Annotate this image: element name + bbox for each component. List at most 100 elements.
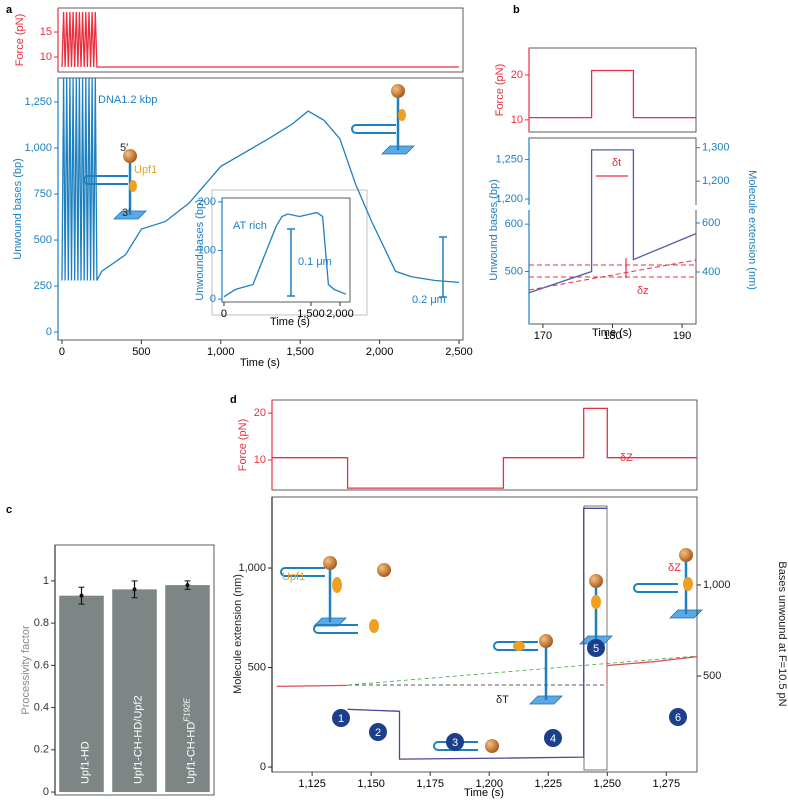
plot-frame — [57, 7, 464, 73]
guide — [528, 259, 697, 291]
x-tick-label: 500 — [132, 346, 150, 358]
annotation: 0.1 μm — [298, 256, 332, 268]
y-axis-title: Unwound bases (bp) — [12, 158, 24, 260]
category-text: Upf1-HD — [79, 741, 91, 784]
annotation: 0.2 μm — [412, 294, 446, 306]
scale-bar — [287, 228, 447, 298]
step-label: 4 — [550, 733, 556, 745]
bar-point — [79, 593, 84, 598]
step-label: 2 — [375, 727, 381, 739]
x-tick-label: 1,250 — [594, 778, 622, 790]
category-text: Upf1-CH-HD/Upf2 — [132, 695, 144, 784]
panel-label: d — [230, 394, 237, 406]
x-tick-label: 1,500 — [286, 346, 314, 358]
data-line — [276, 655, 698, 688]
guide — [347, 655, 698, 686]
y-tick-label: 0.6 — [34, 659, 49, 671]
step-label: 5 — [593, 643, 599, 655]
x-tick-label: 1,125 — [298, 778, 326, 790]
y-tick-label: 10 — [254, 454, 266, 466]
x-tick-label: 180 — [603, 330, 621, 342]
y-tick-label: 1,250 — [24, 96, 52, 108]
y2-axis-title: Molecule extension (nm) — [746, 170, 758, 290]
x-tick-label: 0 — [221, 308, 227, 320]
x-axis-title: Time (s) — [270, 316, 310, 328]
y-tick-label: 0 — [46, 326, 52, 338]
x-tick-label: 1,500 — [297, 308, 325, 320]
y-axis-title: Force (pN) — [494, 64, 506, 117]
panel-label: b — [513, 4, 520, 16]
bar — [112, 589, 157, 793]
step-badge — [587, 639, 605, 657]
y-tick-label: 500 — [505, 265, 523, 277]
y-axis-title: Processivity factor — [20, 625, 32, 715]
y-tick-label: 1 — [43, 575, 49, 587]
step-badge — [669, 708, 687, 726]
y-tick-label: 10 — [40, 51, 52, 63]
annotation: δt — [612, 157, 621, 169]
y-axis-title: Force (pN) — [14, 14, 26, 67]
y-tick-label: 15 — [40, 26, 52, 38]
plot-frame — [271, 496, 698, 773]
y-axis-title: Molecule extension (nm) — [232, 574, 244, 694]
y-tick-label: 250 — [34, 280, 52, 292]
y2-axis-title: Bases unwound at F=10.5 pN — [776, 561, 788, 706]
y2-tick-label: 1,300 — [702, 142, 730, 154]
data-line — [529, 69, 696, 119]
panel-label: c — [6, 504, 12, 516]
y-tick-label: 1,000 — [238, 562, 266, 574]
step-badge — [369, 723, 387, 741]
y-tick-label: 0.2 — [34, 744, 49, 756]
category-label: Upf1-HD — [79, 741, 91, 784]
annotation: δZ — [620, 452, 633, 464]
y2-tick-label: 1,200 — [702, 175, 730, 187]
y2-tick-label: 400 — [702, 266, 720, 278]
x-tick-label: 190 — [673, 330, 691, 342]
category-superscript: F192E — [183, 697, 192, 721]
step-badge — [332, 709, 350, 727]
arrow — [596, 175, 628, 278]
y-tick-label: 500 — [248, 661, 266, 673]
y2-tick-label: 500 — [703, 670, 721, 682]
data-line — [223, 211, 347, 298]
x-tick-label: 0 — [59, 346, 65, 358]
y-axis-title: Unwound bases (bp) — [194, 199, 206, 301]
x-tick-label: 1,275 — [653, 778, 681, 790]
annotation: Upf1 — [134, 164, 157, 176]
category-text: Upf1-CH-HD — [185, 722, 197, 784]
y-tick-label: 0 — [260, 761, 266, 773]
y-tick-label: 100 — [198, 244, 216, 256]
bar — [59, 595, 104, 793]
y-tick-label: 600 — [505, 218, 523, 230]
y-axis-title: Unwound bases (bp) — [488, 179, 500, 281]
bar-point — [132, 587, 137, 592]
bar — [165, 585, 210, 793]
y-tick-label: 0.4 — [34, 701, 49, 713]
annotation: 3′ — [122, 207, 130, 219]
y-tick-label: 500 — [34, 234, 52, 246]
annotation: δT — [496, 694, 509, 706]
plot-frame — [271, 399, 698, 491]
category-label: Upf1-CH-HDF192E — [183, 697, 198, 784]
y-tick-label: 20 — [254, 407, 266, 419]
y-tick-label: 1,200 — [495, 193, 523, 205]
annotation: 5′ — [120, 142, 128, 154]
category-label: Upf1-CH-HD/Upf2 — [132, 695, 144, 784]
y2-tick-label: 600 — [702, 217, 720, 229]
bar-point — [185, 583, 190, 588]
y-tick-label: 10 — [511, 114, 523, 126]
step-badge — [544, 729, 562, 747]
y-tick-label: 0 — [43, 786, 49, 798]
step-badge — [446, 733, 464, 751]
x-tick-label: 2,000 — [326, 308, 354, 320]
y-axis-title: Force (pN) — [237, 419, 249, 472]
y-tick-label: 0.8 — [34, 617, 49, 629]
y-tick-label: 750 — [34, 188, 52, 200]
x-tick-label: 2,500 — [445, 346, 473, 358]
y-tick-label: 20 — [511, 69, 523, 81]
data-line — [347, 507, 608, 760]
axis-break — [521, 205, 704, 210]
x-tick-label: 1,150 — [357, 778, 385, 790]
data-line — [272, 407, 697, 489]
